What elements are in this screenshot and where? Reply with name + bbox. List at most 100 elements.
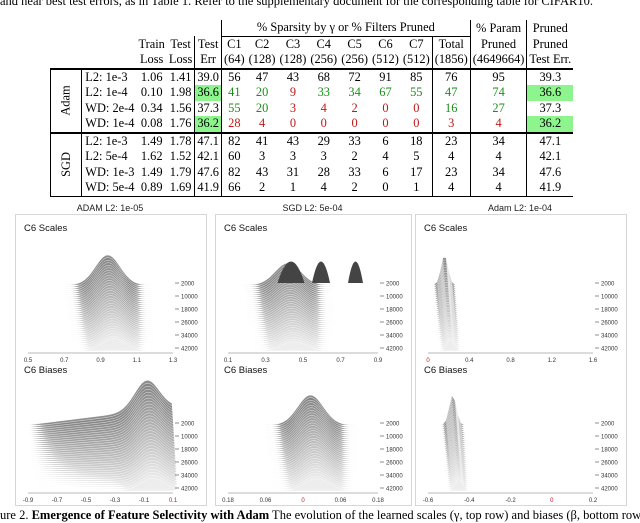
layer-sparsity-cell: 47 [246,67,278,85]
ridge-line [428,473,599,488]
x-tick-label: -0.1 [139,498,150,504]
column-header: Test [194,36,222,52]
column-header: C5 [339,35,371,52]
layer-sparsity-cell: 33 [317,85,330,100]
layer-sparsity-cell: 28 [220,116,247,133]
column-header: Loss [168,52,193,67]
y-tick-label: 34000 [181,474,198,480]
table-row: WD: 1e-3 1.49 1.79 47.6 82 43 31 28 33 6 17 23 34 47.… [51,164,574,180]
train-loss-cell: 0.10 [140,85,163,100]
x-tick-label: -0.2 [505,498,516,504]
y-tick-label: 26000 [386,461,403,467]
y-tick-label: 10000 [386,295,403,301]
ridge-line [428,410,595,438]
ridge-line [227,277,380,298]
y-tick-label: 10000 [386,435,403,441]
pruned-err-cell: 36.2 [526,116,574,133]
y-tick-label: 26000 [181,321,198,327]
test-err-cell: 36.6 [194,85,222,101]
column-header: Pruned [469,36,527,52]
header-row-1: % Sparsity by γ or % Filters Pruned % Pa… [51,20,574,36]
row-label: L2: 1e-3 [81,131,137,149]
train-loss-cell: 0.34 [140,100,163,115]
train-loss-cell: 1.49 [136,131,167,149]
ridge-line [428,443,597,464]
x-tick-label: -0.6 [423,498,434,504]
layer-sparsity-cell: 41 [246,131,278,149]
ridge-line [228,341,384,352]
ridge-line [428,339,599,352]
panel-title: Adam L2: 1e-04 [487,203,553,213]
scales-label: C6 Scales [24,223,68,234]
column-header: C6 [370,35,401,52]
x-tick-label: 1.6 [589,358,598,364]
ridge-line [227,274,379,296]
ridge-line [428,475,599,490]
optimizer-group-label: SGD [49,131,83,197]
layer-sparsity-cell: 2 [351,149,358,164]
ridge-line [227,289,380,308]
row-label: L2: 1e-3 [81,67,137,85]
ridge-line [428,458,598,476]
x-tick-label: 0.5 [299,358,308,364]
layer-sparsity-cell: 1 [277,180,309,197]
layer-sparsity-cell: 43 [277,131,309,149]
column-header: (64) [220,52,247,69]
layer-sparsity-cell: 20 [255,85,269,100]
ridge-line [428,448,597,468]
layer-sparsity-cell: 72 [339,67,371,85]
layer-sparsity-cell: 55 [220,100,247,116]
y-tick-label: 34000 [386,334,403,340]
x-tick-label: 0.7 [60,358,69,364]
column-header: Test [170,36,191,51]
y-tick-label: 34000 [386,474,403,480]
layer-sparsity-cell: 0 [289,116,297,131]
ridge-line [228,329,384,342]
ridgeline-svg: 2000 10000 18000 26000 34000 42000 0.5 0.7 0.9 1.… [23,254,198,504]
param-pruned-cell: 4 [469,149,527,165]
y-tick-label: 2000 [601,422,615,428]
layer-sparsity-cell: 91 [370,67,401,85]
x-tick-label: -0.9 [23,498,34,504]
ridge-line [228,332,384,344]
ridge-line [28,477,179,492]
ridge-line [428,438,597,460]
y-tick-label: 34000 [601,474,618,480]
column-header: (128) [248,52,276,67]
pruned-err-cell: 47.1 [526,131,574,149]
layer-sparsity-cell: 4 [308,180,340,197]
param-pruned-cell: 4 [469,180,527,197]
ridge-line [428,450,597,470]
layer-sparsity-cell: 1 [400,180,433,197]
ridge-line [228,339,384,350]
header-spacer [51,36,82,52]
ridge-line [428,420,595,446]
ridge-line [428,415,595,442]
ridge-line [228,305,382,322]
ridge-line [227,293,381,312]
column-header: (256) [310,52,338,67]
ridge-line [228,308,382,324]
x-tick-label: 0.1 [224,358,233,364]
pruned-err-cell: 42.1 [526,149,574,165]
total-cell: 4 [431,149,471,165]
train-loss-cell: 0.08 [140,116,163,131]
test-loss-cell: 1.56 [169,100,192,115]
ridge-line [227,281,380,302]
ridge-line [227,265,379,288]
y-tick-label: 42000 [181,487,198,493]
y-tick-label: 42000 [601,487,618,493]
ridge-line [428,397,594,428]
layer-sparsity-cell: 43 [277,67,309,85]
density-peak [348,261,363,283]
layer-sparsity-cell: 0 [370,180,401,197]
ridge-line [428,407,594,436]
x-tick-label: 1.1 [133,358,142,364]
column-header: (1856) [431,52,471,69]
x-tick-label: 1.2 [548,358,557,364]
ridge-line [428,405,594,434]
y-tick-label: 2000 [181,422,195,428]
layer-sparsity-cell: 28 [317,164,330,179]
column-header: (128) [279,52,307,67]
layer-sparsity-cell: 0 [351,116,358,131]
